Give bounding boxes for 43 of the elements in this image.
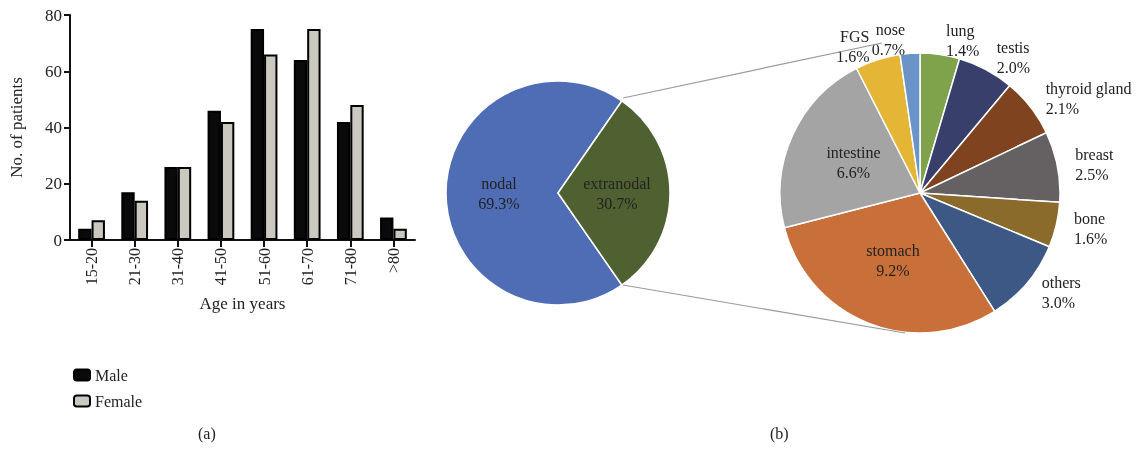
x-tick-label: 15-20 [83,248,101,286]
data-label: 1.6% [1073,229,1108,247]
x-tick-label: 21-30 [126,248,144,286]
legend-label: Male [95,366,128,384]
y-tick-label: 40 [45,118,62,137]
data-label: 2.5% [1075,165,1109,183]
y-tick-label: 80 [45,5,62,25]
x-tick-label: 71-80 [341,248,359,286]
x-tick-label: >80 [384,248,402,274]
data-label: 69.3% [478,194,520,212]
data-label: 9.2% [876,262,910,280]
y-tick-label: 60 [45,61,62,81]
slice-label: others [1041,273,1081,291]
slice-label: stomach [866,242,920,260]
y-axis-title: No. of patients [7,77,26,178]
x-tick-label: 31-40 [169,248,187,286]
x-tick-label: 61-70 [298,248,316,286]
slice-label: lung [945,22,975,41]
x-tick-label: 51-60 [255,248,273,286]
data-label: 30.7% [596,194,638,212]
text: (b) [770,424,789,443]
x-axis-title: Age in years [199,294,286,313]
text: (a) [198,424,216,443]
slice-label: extranodal [583,174,652,192]
y-tick-label: 0 [53,230,62,250]
legend-label: Female [95,392,143,410]
slice-label: breast [1075,145,1115,163]
data-label: 0.7% [871,40,905,58]
data-label: 2.0% [996,58,1030,76]
slice-label: testis [996,38,1030,56]
data-label: 1.4% [945,42,980,60]
data-label: 2.1% [1045,100,1079,118]
slice-label: FGS [840,27,870,45]
slice-label: nodal [481,174,518,192]
y-tick-label: 20 [45,174,62,194]
slice-label: bone [1073,209,1106,227]
x-tick-label: 41-50 [212,248,230,286]
data-label: 3.0% [1041,293,1076,311]
data-label: 6.6% [836,164,871,182]
slice-label: nose [875,20,905,38]
slice-label: thyroid gland [1045,80,1132,99]
data-label: 1.6% [836,47,870,65]
slice-label: intestine [826,144,881,162]
